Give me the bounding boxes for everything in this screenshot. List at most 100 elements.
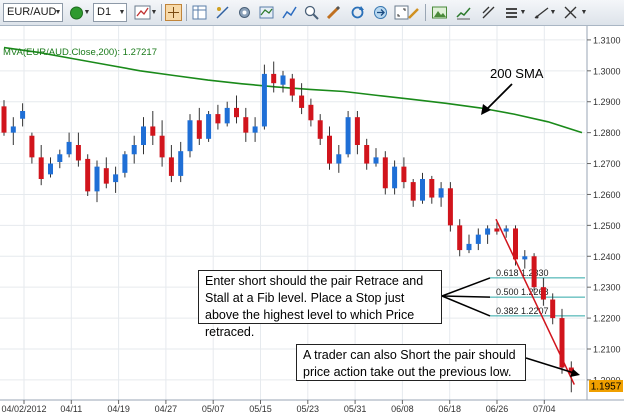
trend-line [495, 218, 575, 385]
timeframe-dropdown-icon[interactable]: ▼ [118, 9, 126, 16]
crosshair-icon[interactable] [165, 4, 182, 21]
candle-down [103, 168, 109, 184]
sma-annotation-arrow [485, 83, 513, 111]
candle-up [252, 126, 258, 133]
image-icon[interactable] [431, 4, 448, 21]
candle-down [410, 182, 416, 201]
breakout-callout-text: A trader can also Short the pair should … [303, 348, 516, 379]
candle-down [540, 287, 546, 300]
expand-icon[interactable] [393, 4, 410, 21]
candle-up [48, 163, 53, 175]
time-tick-label: 05/23 [297, 404, 320, 412]
ray-icon[interactable] [533, 4, 550, 21]
candle-up [94, 166, 100, 192]
candle-down [38, 157, 44, 179]
time-tick-label: 04/19 [107, 404, 130, 412]
time-tick-label: 04/11 [60, 404, 82, 412]
candle-down [168, 157, 174, 176]
candle-down [364, 145, 370, 164]
candle-up [113, 174, 119, 183]
tool-dropdown-icon[interactable]: ▼ [580, 9, 588, 16]
candle-down [271, 73, 277, 84]
candle-up [438, 188, 444, 198]
price-tick-label: 1.2400 [593, 252, 621, 262]
status-dropdown-icon[interactable]: ▼ [83, 9, 91, 16]
candles [1, 61, 574, 393]
time-axis-ticks: 04/02/2012 04/11 04/19 04/27 05/07 05/15 05/23… [1, 400, 556, 414]
candle-down [382, 157, 388, 189]
sync-icon[interactable] [372, 4, 389, 21]
chart-type-dropdown-icon[interactable]: ▼ [150, 9, 158, 16]
time-tick-label: 05/31 [344, 404, 367, 412]
pencil-icon[interactable] [325, 4, 342, 21]
candle-up [280, 75, 286, 85]
candle-down [299, 95, 305, 108]
status-dot-icon[interactable] [68, 4, 85, 21]
candle-down [327, 135, 332, 164]
price-tick-label: 1.2300 [593, 283, 621, 293]
chart-area[interactable]: 1.3100 1.3000 1.2900 1.2800 1.2700 1.2600 1.25… [0, 26, 624, 414]
toolbar-separator [425, 4, 426, 21]
candle-up [131, 145, 137, 155]
candle-up [178, 151, 184, 176]
fib-arrow [441, 295, 491, 298]
candle-up [10, 126, 16, 133]
breakout-callout: A trader can also Short the pair should … [296, 344, 526, 381]
time-tick-label: 04/27 [155, 404, 178, 412]
indicator-icon[interactable] [455, 4, 472, 21]
price-tick-label: 1.2800 [593, 128, 621, 138]
candle-down [568, 367, 574, 374]
candle-down [234, 107, 239, 118]
reload-icon[interactable] [349, 4, 366, 21]
brush-icon[interactable] [405, 4, 422, 21]
candle-up [466, 243, 472, 251]
draw-line-icon[interactable] [480, 4, 497, 21]
candle-up [373, 157, 379, 164]
draw-icon[interactable] [214, 4, 231, 21]
candle-down [1, 106, 7, 133]
menu-icon[interactable] [503, 4, 520, 21]
table-icon[interactable] [191, 4, 208, 21]
low-arrow [525, 357, 575, 374]
symbol-select[interactable]: EUR/AUD [3, 3, 63, 22]
fib-entry-callout: Enter short should the pair Retrace and … [198, 270, 442, 339]
candle-down [215, 114, 221, 124]
time-tick-label: 06/08 [391, 404, 414, 412]
line-chart-icon[interactable] [134, 4, 151, 21]
candle-up [141, 126, 146, 145]
timeframe-select[interactable]: D1 [93, 3, 127, 22]
price-axis [587, 26, 624, 400]
candle-up [485, 228, 491, 235]
fib-level-label: 0.618 1.2330 [496, 268, 549, 278]
time-tick-label: 07/04 [533, 404, 556, 412]
trend-icon[interactable] [281, 4, 298, 21]
cross-tool-icon[interactable] [562, 4, 579, 21]
settings-icon[interactable] [236, 4, 253, 21]
overlay-icon[interactable] [258, 4, 275, 21]
menu-dropdown-icon[interactable]: ▼ [519, 9, 527, 16]
candle-down [401, 166, 407, 183]
symbol-dropdown-icon[interactable]: ▼ [54, 9, 62, 16]
candle-down [75, 145, 81, 161]
price-tick-label: 1.2100 [593, 345, 621, 355]
price-tick-label: 1.3000 [593, 66, 621, 76]
time-tick-label: 04/02/2012 [1, 404, 46, 412]
candle-down [150, 126, 156, 136]
chart-toolbar: EUR/AUD ▼ ▼ D1 ▼ ▼ ▼ ▼ ▼ [0, 0, 624, 26]
fib-level-label: 0.500 1.2268 [496, 287, 549, 297]
candle-down [559, 318, 565, 368]
candle-up [206, 114, 212, 139]
candle-down [159, 135, 165, 158]
current-price-tag-bg [589, 380, 623, 392]
candle-up [261, 73, 267, 127]
candle-up [522, 256, 528, 260]
price-tick-label: 1.2200 [593, 314, 621, 324]
candle-down [494, 228, 500, 232]
fib-arrow [441, 295, 491, 317]
price-tick-label: 1.2500 [593, 221, 621, 231]
candle-down [457, 225, 463, 251]
candle-down [289, 78, 295, 96]
candle-up [187, 120, 193, 152]
ray-dropdown-icon[interactable]: ▼ [549, 9, 557, 16]
zoom-icon[interactable] [303, 4, 320, 21]
